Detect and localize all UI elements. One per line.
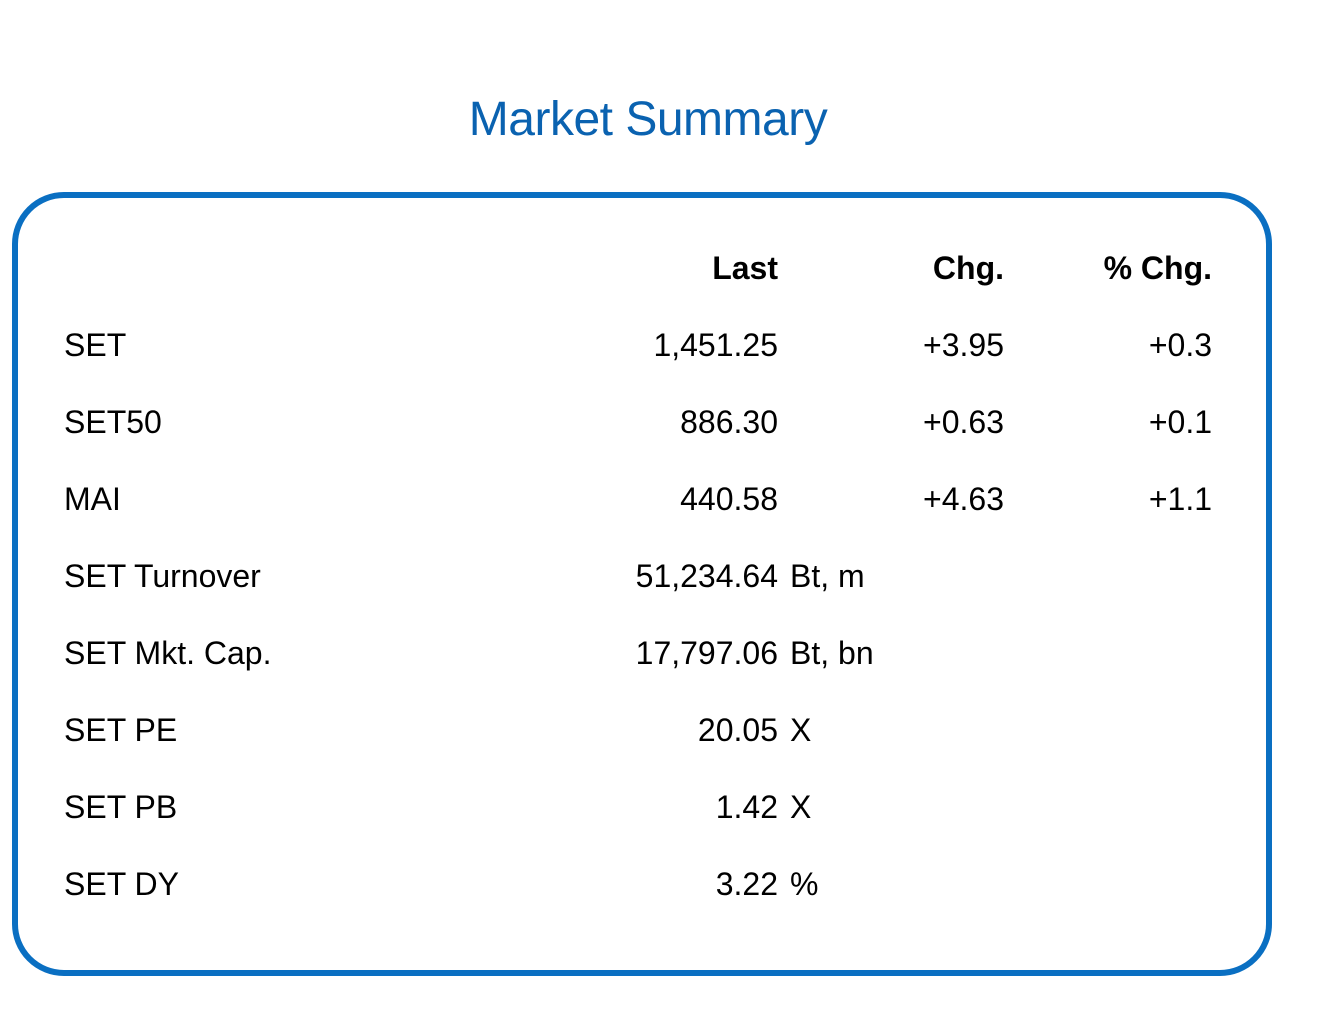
row-label: SET Turnover: [64, 558, 261, 594]
row-label: SET PE: [64, 712, 178, 748]
header-chg: Chg.: [932, 250, 1004, 286]
row-last: 51,234.64: [635, 558, 778, 594]
market-summary-panel: [12, 192, 1272, 976]
row-unit: X: [790, 712, 812, 748]
row-pct-chg: +0.3: [1148, 327, 1212, 363]
row-last: 20.05: [697, 712, 778, 748]
row-chg: +4.63: [923, 481, 1004, 517]
row-label: SET DY: [64, 866, 179, 902]
page-title: Market Summary: [468, 93, 828, 146]
row-unit: %: [790, 866, 819, 902]
row-unit: Bt, m: [790, 558, 865, 594]
row-label: SET PB: [64, 789, 178, 825]
row-label: SET50: [64, 404, 162, 440]
row-label: MAI: [64, 481, 121, 517]
row-unit: Bt, bn: [790, 635, 874, 671]
row-last: 3.22: [715, 866, 778, 902]
row-chg: +0.63: [923, 404, 1004, 440]
row-chg: +3.95: [923, 327, 1004, 363]
row-label: SET: [64, 327, 127, 363]
row-last: 1,451.25: [653, 327, 778, 363]
row-pct-chg: +1.1: [1148, 481, 1212, 517]
header-last: Last: [712, 250, 778, 286]
row-unit: X: [790, 789, 812, 825]
header-pct-chg: % Chg.: [1103, 250, 1212, 286]
row-last: 17,797.06: [635, 635, 778, 671]
row-label: SET Mkt. Cap.: [64, 635, 272, 671]
row-last: 1.42: [715, 789, 778, 825]
row-last: 440.58: [680, 481, 778, 517]
row-last: 886.30: [680, 404, 778, 440]
row-pct-chg: +0.1: [1148, 404, 1212, 440]
